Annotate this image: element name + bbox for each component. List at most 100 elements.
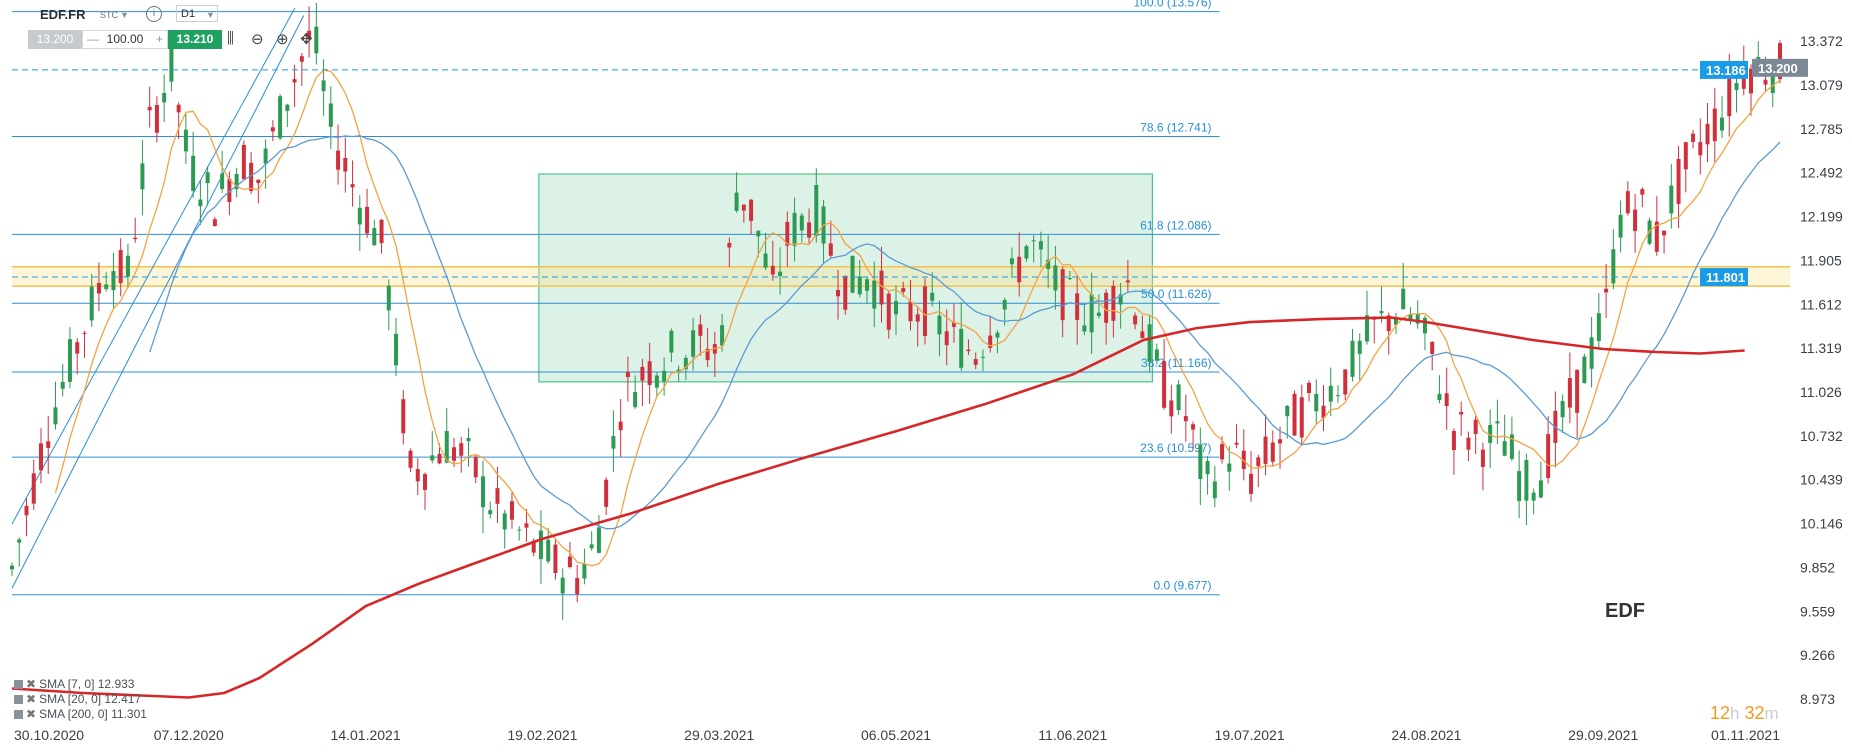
candle-body: [292, 79, 297, 83]
candle-body: [96, 282, 101, 294]
candle-body: [140, 163, 145, 190]
candle-body: [256, 179, 261, 183]
candle-body: [423, 474, 428, 490]
candle-body: [1495, 421, 1500, 424]
candle-body: [828, 243, 833, 256]
close-icon[interactable]: ✖: [26, 707, 37, 721]
fibonacci-levels[interactable]: 100.0 (13.576) 78.6 (12.741) 61.8 (12.086)…: [12, 0, 1220, 596]
candle-body: [1538, 480, 1543, 498]
candle-body: [1770, 76, 1775, 93]
candle-body: [683, 357, 688, 370]
candle-body: [1031, 240, 1036, 242]
info-icon[interactable]: i: [146, 6, 162, 22]
symbol-label[interactable]: EDF.FR: [40, 7, 86, 22]
indicator-settings-icon[interactable]: [14, 710, 23, 719]
candle-body: [1314, 394, 1319, 412]
trend-lines[interactable]: [11, 7, 305, 589]
candle-body: [1169, 400, 1174, 417]
quantity-plus-button[interactable]: +: [155, 32, 163, 46]
candle-body: [1691, 133, 1696, 142]
candle-body: [538, 530, 543, 560]
x-tick-label: 24.08.2021: [1391, 727, 1461, 743]
zoom-in-icon[interactable]: ⊕: [276, 31, 289, 48]
candle-body: [1154, 349, 1159, 361]
quantity-value[interactable]: 100.00: [106, 32, 144, 46]
candle-body: [328, 103, 333, 127]
candle-body: [901, 288, 906, 292]
candle-body: [1741, 69, 1746, 89]
symbol-dropdown-icon[interactable]: ▼: [120, 10, 129, 20]
y-tick-label: 12.199: [1800, 209, 1843, 225]
candle-body: [1067, 278, 1072, 280]
candle-body: [147, 106, 152, 111]
price-marker-label: 13.200: [1758, 61, 1798, 76]
bid-price[interactable]: 13.200: [28, 30, 82, 49]
candle-body: [1502, 441, 1507, 456]
candle-body: [118, 250, 123, 284]
legend-label: SMA [200, 0] 11.301: [39, 707, 147, 721]
candle-body: [1082, 325, 1087, 332]
timeframe-dropdown-icon[interactable]: ▼: [206, 10, 215, 20]
candle-body: [872, 280, 877, 309]
candle-body: [459, 443, 464, 456]
candle-body: [1618, 214, 1623, 238]
candle-body: [1118, 294, 1123, 305]
candle-body: [1046, 259, 1051, 269]
indicator-legend: ✖ SMA [7, 0] 12.933 ✖ SMA [20, 0] 12.417 ✖…: [14, 677, 147, 722]
indicator-settings-icon[interactable]: [14, 680, 23, 689]
close-icon[interactable]: ✖: [26, 692, 37, 706]
quantity-stepper[interactable]: — 100.00 +: [82, 30, 168, 49]
candle-body: [1133, 315, 1138, 325]
legend-item-sma200[interactable]: ✖ SMA [200, 0] 11.301: [14, 707, 147, 722]
candle-body: [125, 255, 130, 277]
candle-body: [350, 184, 355, 188]
legend-item-sma20[interactable]: ✖ SMA [20, 0] 12.417: [14, 692, 147, 707]
candle-body: [1060, 269, 1065, 321]
indicator-settings-icon[interactable]: [14, 695, 23, 704]
fib-label: 100.0 (13.576): [1133, 0, 1211, 10]
y-tick-label: 11.319: [1800, 340, 1842, 356]
quantity-minus-button[interactable]: —: [87, 32, 99, 46]
candle-body: [46, 441, 51, 448]
timeframe-select[interactable]: D1: [176, 5, 218, 22]
candle-body: [1198, 444, 1203, 480]
candle-body: [1125, 280, 1130, 283]
candle-body: [1582, 356, 1587, 384]
candle-body: [959, 328, 964, 368]
candle-body: [922, 286, 927, 336]
candle-body: [1386, 315, 1391, 332]
move-icon[interactable]: ✥: [300, 31, 313, 48]
candle-body: [589, 544, 594, 549]
candle-body: [365, 206, 370, 234]
candle-body: [1575, 369, 1580, 413]
candle-body: [691, 330, 696, 357]
candle-body: [1727, 78, 1732, 117]
candle-body: [1038, 241, 1043, 250]
candle-body: [169, 45, 174, 82]
candle-body: [1183, 416, 1188, 422]
y-tick-label: 11.026: [1800, 384, 1842, 400]
legend-item-sma7[interactable]: ✖ SMA [7, 0] 12.933: [14, 677, 147, 692]
candle-body: [249, 162, 254, 191]
zoom-out-icon[interactable]: ⊖: [251, 31, 264, 48]
candle-body: [191, 155, 196, 191]
close-icon[interactable]: ✖: [26, 677, 37, 691]
candle-body: [1285, 405, 1290, 417]
candle-body: [408, 450, 413, 468]
candles-icon[interactable]: ⫼: [227, 30, 234, 47]
candle-body: [372, 228, 377, 246]
resistance-band[interactable]: [12, 265, 1790, 287]
candle-body: [596, 527, 601, 553]
price-marker-label: 13.186: [1706, 63, 1746, 78]
candle-body: [488, 510, 493, 515]
candle-body: [1480, 449, 1485, 467]
candle-body: [662, 370, 667, 382]
legend-label: SMA [7, 0] 12.933: [39, 677, 135, 691]
ask-price[interactable]: 13.210: [168, 30, 222, 49]
x-tick-label: 14.01.2021: [331, 727, 401, 743]
candle-body: [879, 270, 884, 305]
candle-body: [930, 292, 935, 301]
x-tick-label: 19.07.2021: [1215, 727, 1285, 743]
candle-body: [1205, 461, 1210, 475]
